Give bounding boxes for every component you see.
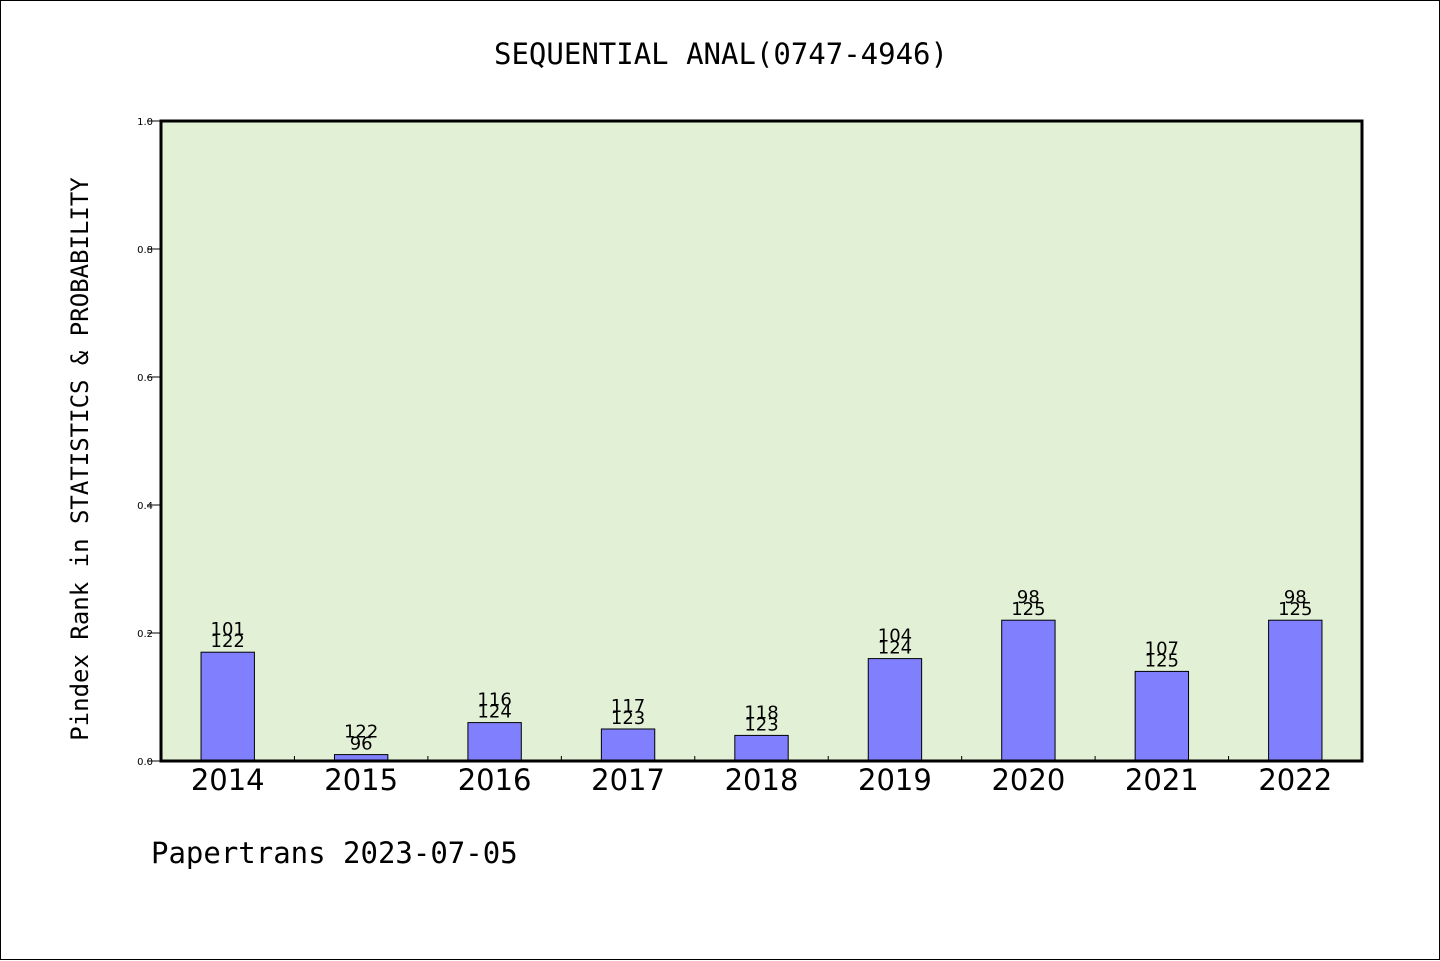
bar: [1268, 619, 1323, 762]
bar-label-bottom: 125: [1278, 599, 1312, 620]
bar: [467, 722, 522, 762]
footer-credit: Papertrans 2023-07-05: [151, 836, 518, 870]
x-tick-label: 2015: [324, 763, 398, 797]
y-tick-label: 0.2: [137, 629, 153, 640]
bar: [734, 734, 789, 762]
x-tick-label: 2021: [1125, 763, 1199, 797]
y-tick-label: 0.8: [137, 245, 153, 256]
bar-label-bottom: 125: [1145, 650, 1179, 671]
bar-label-bottom: 123: [611, 708, 645, 729]
y-tick-label: 0.0: [137, 757, 153, 768]
plot-area: [161, 121, 1362, 761]
plot-border: [159, 119, 1364, 763]
bar-label-top: 101: [211, 619, 245, 640]
bar-label-top: 98: [1017, 587, 1040, 608]
bar-label-top: 117: [611, 696, 645, 717]
x-tick-label: 2014: [191, 763, 265, 797]
y-tick-label: 1.0: [137, 117, 153, 128]
x-tick-label: 2017: [591, 763, 665, 797]
bar-label-top: 104: [878, 626, 912, 647]
bar-label-bottom: 122: [211, 631, 245, 652]
bar-label-bottom: 124: [477, 702, 511, 723]
x-tick-label: 2016: [458, 763, 532, 797]
bar: [200, 651, 255, 762]
bar-label-bottom: 124: [878, 638, 912, 659]
bar: [867, 658, 923, 762]
bar-label-bottom: 123: [744, 714, 778, 735]
bar-label-top: 98: [1284, 587, 1307, 608]
bar: [1134, 670, 1190, 762]
x-tick-label: 2022: [1258, 763, 1332, 797]
bar-label-top: 118: [744, 702, 778, 723]
bar: [600, 728, 656, 762]
bar: [1001, 619, 1056, 762]
y-tick-label: 0.6: [137, 373, 153, 384]
chart-title: SEQUENTIAL ANAL(0747-4946): [494, 37, 948, 71]
y-tick-label: 0.4: [137, 501, 153, 512]
x-tick-label: 2018: [725, 763, 799, 797]
bar-label-bottom: 125: [1011, 599, 1045, 620]
bar-label-top: 107: [1145, 638, 1179, 659]
x-tick-label: 2020: [991, 763, 1065, 797]
bar-label-bottom: 96: [350, 734, 373, 755]
bar-label-top: 122: [344, 722, 378, 743]
x-tick-label: 2019: [858, 763, 932, 797]
bar-label-top: 116: [477, 690, 511, 711]
